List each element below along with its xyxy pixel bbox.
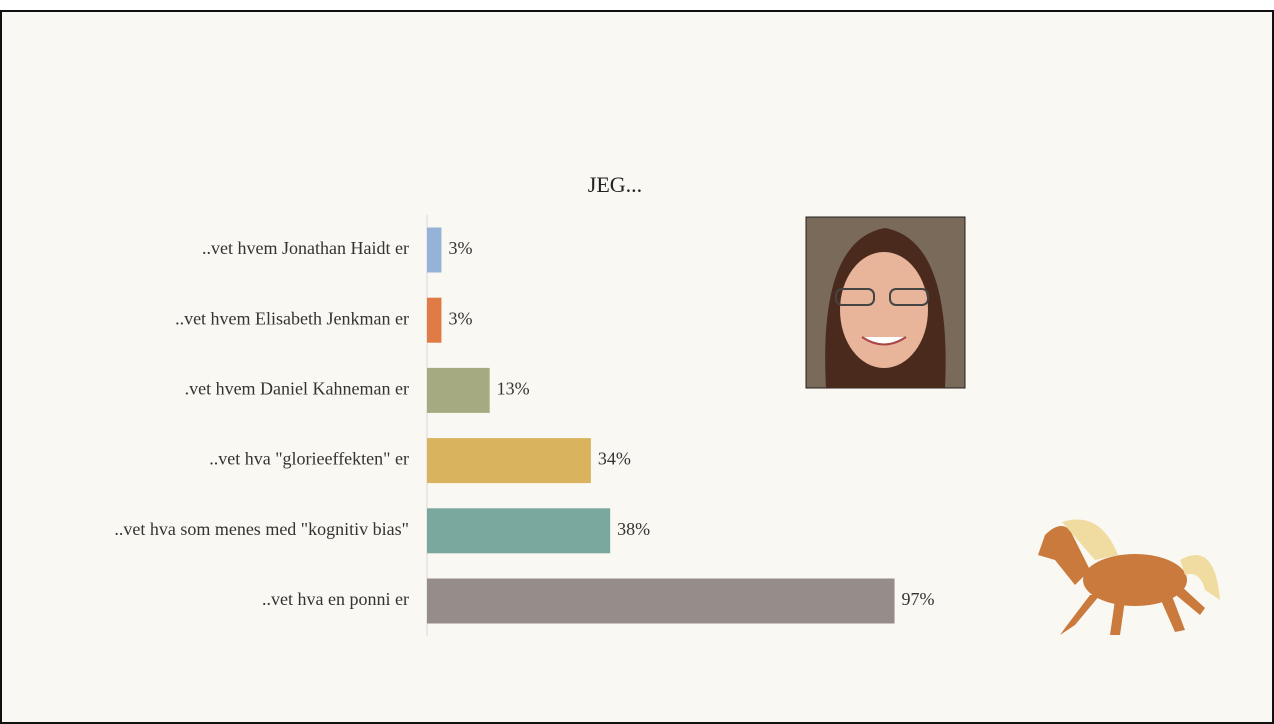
pony-mane — [1062, 519, 1118, 560]
value-label: 3% — [448, 308, 472, 328]
category-label: ..vet hva "glorieeffekten" er — [209, 449, 409, 469]
glasses-right — [889, 288, 929, 306]
pony-legs — [1060, 585, 1205, 635]
pony — [1038, 519, 1220, 635]
chart-title: JEG... — [588, 172, 642, 197]
bar — [427, 578, 895, 624]
bar — [427, 367, 490, 413]
value-label: 97% — [902, 589, 935, 609]
pony-body — [1083, 554, 1187, 606]
bar — [427, 508, 611, 554]
category-label: ..vet hva en ponni er — [262, 589, 409, 609]
bar — [427, 227, 442, 273]
portrait — [805, 216, 966, 389]
bar — [427, 297, 442, 343]
category-label: .vet hvem Daniel Kahneman er — [185, 379, 409, 399]
category-label: ..vet hva som menes med "kognitiv bias" — [114, 519, 409, 539]
glasses-left — [835, 288, 875, 306]
pony-head — [1038, 526, 1090, 585]
value-label: 3% — [448, 238, 472, 258]
value-label: 34% — [598, 449, 631, 469]
value-label: 38% — [617, 519, 650, 539]
value-label: 13% — [497, 379, 530, 399]
category-label: ..vet hvem Elisabeth Jenkman er — [175, 308, 409, 328]
smile — [861, 336, 907, 346]
category-label: ..vet hvem Jonathan Haidt er — [202, 238, 409, 258]
bar — [427, 438, 591, 484]
face — [840, 252, 928, 368]
pony-tail — [1180, 555, 1220, 600]
